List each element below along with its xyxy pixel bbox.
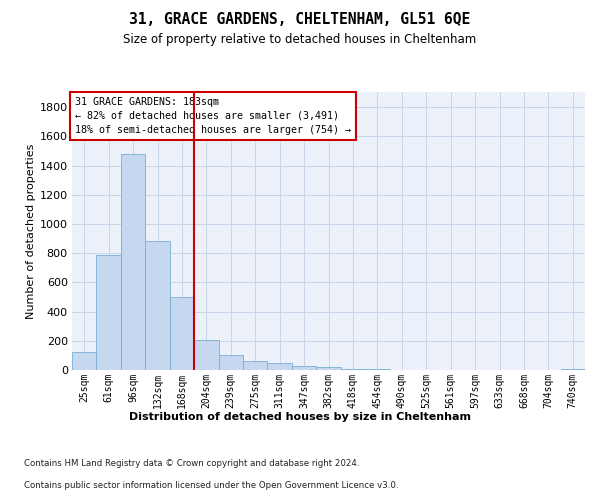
Bar (292, 366, 316, 370)
Bar (145, 242, 170, 370)
Text: Distribution of detached houses by size in Cheltenham: Distribution of detached houses by size … (129, 412, 471, 422)
Bar (341, 368, 365, 370)
Text: 31, GRACE GARDENS, CHELTENHAM, GL51 6QE: 31, GRACE GARDENS, CHELTENHAM, GL51 6QE (130, 12, 470, 28)
Bar (194, 340, 218, 370)
Y-axis label: Number of detached properties: Number of detached properties (26, 144, 35, 319)
Bar (170, 297, 194, 370)
Bar (218, 354, 243, 370)
Bar (121, 154, 145, 370)
Bar (243, 360, 268, 370)
Bar (316, 367, 341, 370)
Bar (72, 352, 97, 370)
Bar (268, 364, 292, 370)
Text: Size of property relative to detached houses in Cheltenham: Size of property relative to detached ho… (124, 32, 476, 46)
Text: Contains HM Land Registry data © Crown copyright and database right 2024.: Contains HM Land Registry data © Crown c… (24, 458, 359, 468)
Bar (97, 254, 121, 370)
Text: 31 GRACE GARDENS: 183sqm
← 82% of detached houses are smaller (3,491)
18% of sem: 31 GRACE GARDENS: 183sqm ← 82% of detach… (74, 96, 350, 134)
Text: Contains public sector information licensed under the Open Government Licence v3: Contains public sector information licen… (24, 481, 398, 490)
